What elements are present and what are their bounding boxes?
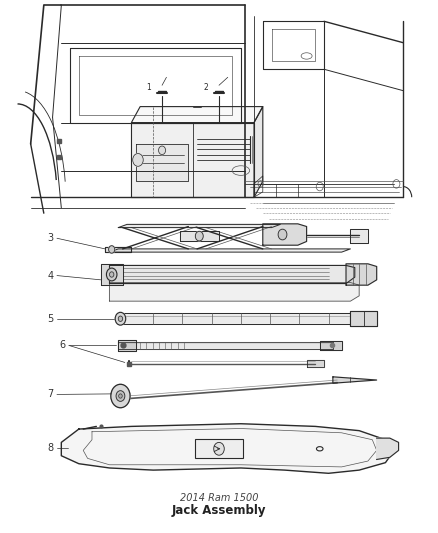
Text: 2014 Ram 1500: 2014 Ram 1500 [180, 494, 258, 503]
Polygon shape [136, 144, 188, 181]
Polygon shape [105, 247, 131, 252]
Polygon shape [61, 424, 394, 473]
Text: Jack Assembly: Jack Assembly [172, 504, 266, 517]
Text: 2: 2 [203, 84, 208, 92]
Polygon shape [118, 342, 333, 349]
Circle shape [118, 316, 123, 321]
Circle shape [159, 146, 166, 155]
Polygon shape [131, 107, 263, 123]
Text: 5: 5 [47, 314, 53, 324]
Polygon shape [110, 249, 350, 252]
Polygon shape [101, 264, 123, 285]
Text: 4: 4 [47, 271, 53, 280]
Polygon shape [110, 282, 359, 301]
Circle shape [115, 312, 126, 325]
Circle shape [278, 229, 287, 240]
Circle shape [116, 391, 125, 401]
Bar [195, 439, 243, 458]
Polygon shape [118, 224, 280, 228]
Polygon shape [350, 229, 368, 243]
Text: 8: 8 [47, 443, 53, 453]
Polygon shape [377, 438, 399, 459]
Polygon shape [123, 313, 350, 324]
Polygon shape [350, 311, 377, 326]
Polygon shape [333, 377, 377, 383]
Polygon shape [131, 123, 254, 197]
Circle shape [133, 154, 143, 166]
Polygon shape [320, 341, 342, 350]
Text: 7: 7 [47, 390, 53, 399]
Circle shape [111, 384, 130, 408]
Polygon shape [118, 340, 136, 351]
Polygon shape [346, 264, 377, 285]
Polygon shape [180, 231, 219, 241]
Polygon shape [263, 224, 307, 245]
Circle shape [195, 231, 203, 241]
Circle shape [109, 246, 115, 253]
Circle shape [214, 442, 224, 455]
Circle shape [119, 394, 122, 398]
Polygon shape [110, 265, 355, 284]
Polygon shape [307, 360, 324, 367]
Text: 3: 3 [47, 233, 53, 243]
Polygon shape [254, 107, 263, 197]
Text: 6: 6 [59, 341, 65, 350]
Circle shape [106, 268, 117, 281]
Text: 1: 1 [146, 84, 151, 92]
Circle shape [110, 272, 114, 277]
